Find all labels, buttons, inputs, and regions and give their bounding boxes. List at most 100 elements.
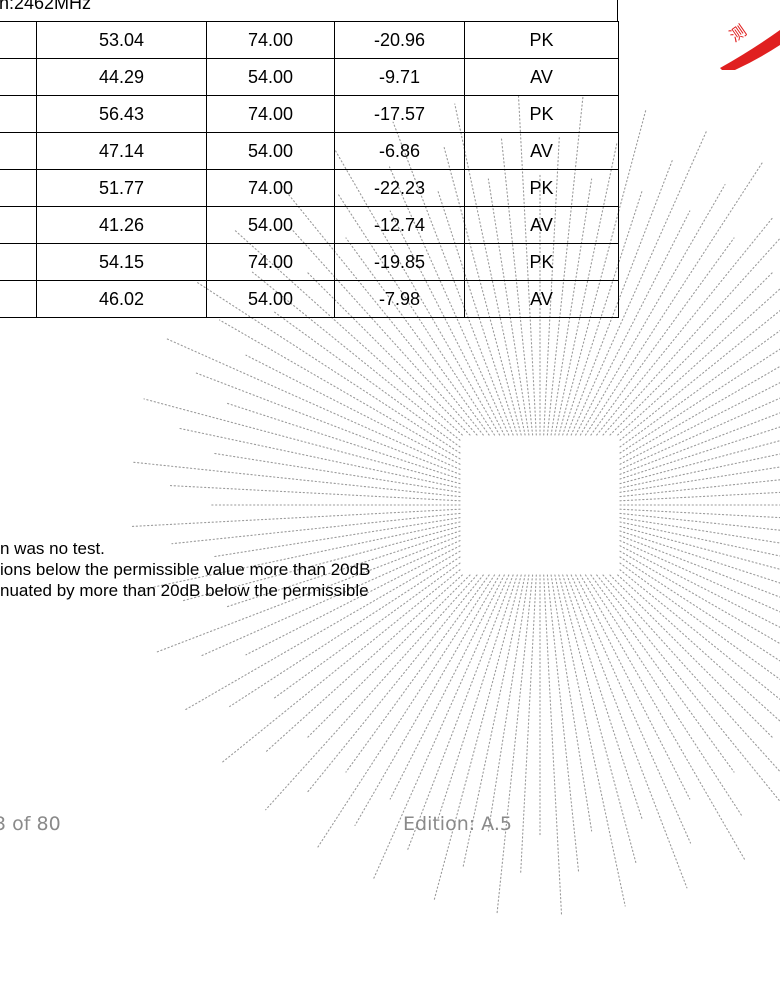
note-attenuated: nuated by more than 20dB below the permi… <box>0 581 369 600</box>
watermark-ray <box>619 491 780 502</box>
svg-text:测: 测 <box>726 21 750 46</box>
watermark-ray <box>619 517 780 544</box>
watermark-ray <box>306 574 484 794</box>
watermark-ray <box>245 354 461 465</box>
empty-cell <box>0 206 37 244</box>
level-cell: 54.15 <box>36 243 207 281</box>
watermark-ray <box>143 398 461 485</box>
watermark-ray <box>619 382 780 465</box>
level-cell: 56.43 <box>36 95 207 133</box>
table-row: 56.43 74.00 -17.57 PK <box>0 95 619 133</box>
watermark-ray <box>619 512 780 531</box>
watermark-ray <box>602 237 780 436</box>
watermark-ray <box>164 337 461 470</box>
empty-cell <box>0 169 37 207</box>
watermark-ray <box>602 574 780 773</box>
table-row: 54.15 74.00 -19.85 PK <box>0 243 619 281</box>
watermark-ray <box>619 397 780 470</box>
watermark-ray <box>389 574 505 800</box>
detector-cell: AV <box>464 58 619 96</box>
watermark-ray <box>619 365 780 460</box>
level-cell: 47.14 <box>36 132 207 170</box>
watermark-ray <box>619 479 780 498</box>
table-row: 41.26 54.00 -12.74 AV <box>0 206 619 244</box>
watermark-ray <box>619 309 780 441</box>
watermark-ray <box>619 426 780 480</box>
watermark-ray <box>354 574 501 826</box>
watermark-ray <box>169 485 461 502</box>
watermark-ray <box>543 574 563 915</box>
watermark-ray <box>619 440 780 485</box>
watermark-ray <box>496 574 534 914</box>
level-cell: 53.04 <box>36 21 207 59</box>
watermark-ray <box>619 508 780 519</box>
watermark-ray <box>619 556 780 662</box>
table-row: 47.14 54.00 -6.86 AV <box>0 132 619 170</box>
watermark-ray <box>619 530 780 584</box>
watermark-ray <box>130 508 461 528</box>
watermark-ray <box>437 574 518 820</box>
margin-cell: -17.57 <box>334 95 465 133</box>
detector-cell: PK <box>464 95 619 133</box>
watermark-ray <box>406 574 514 851</box>
watermark-ray <box>619 545 780 628</box>
watermark-ray <box>219 319 461 460</box>
margin-cell: -9.71 <box>334 58 465 96</box>
watermark-ray <box>171 512 461 545</box>
level-cell: 51.77 <box>36 169 207 207</box>
watermark-ray <box>575 574 691 800</box>
table-row: 44.29 54.00 -9.71 AV <box>0 58 619 96</box>
watermark-ray <box>562 574 643 820</box>
watermark-ray <box>554 574 626 907</box>
watermark-ray <box>177 427 461 489</box>
watermark-ray <box>609 271 774 436</box>
empty-cell <box>0 21 37 59</box>
level-cell: 44.29 <box>36 58 207 96</box>
frequency-label: n:2462MHz <box>0 0 92 13</box>
note-no-test: n was no test. <box>0 539 105 558</box>
empty-cell <box>0 132 37 170</box>
watermark-ray <box>194 371 461 475</box>
detector-cell: AV <box>464 206 619 244</box>
watermark-ray <box>225 402 461 480</box>
limit-cell: 74.00 <box>206 21 335 59</box>
detector-cell: AV <box>464 280 619 318</box>
watermark-ray <box>546 574 580 874</box>
watermark-ray <box>617 288 780 436</box>
edition-label: Edition: A.5 <box>403 813 512 835</box>
watermark-ray <box>584 574 743 816</box>
table-row: 51.77 74.00 -22.23 PK <box>0 169 619 207</box>
detector-cell: PK <box>464 243 619 281</box>
watermark-ray <box>590 574 735 773</box>
watermark-ray <box>596 216 774 436</box>
watermark-ray <box>617 574 780 722</box>
margin-cell: -7.98 <box>334 280 465 318</box>
watermark-ray <box>579 574 746 861</box>
margin-cell: -20.96 <box>334 21 465 59</box>
watermark-ray <box>131 461 461 498</box>
level-cell: 46.02 <box>36 280 207 318</box>
watermark-ray <box>213 452 461 493</box>
watermark-ray <box>520 574 537 876</box>
watermark-ray <box>570 574 692 844</box>
table-row: 46.02 54.00 -7.98 AV <box>0 280 619 318</box>
margin-cell: -22.23 <box>334 169 465 207</box>
watermark-ray <box>487 574 530 832</box>
watermark-ray <box>619 348 780 454</box>
watermark-ray <box>619 525 780 570</box>
margin-cell: -6.86 <box>334 132 465 170</box>
watermark-ray <box>213 517 461 558</box>
emission-results-table: 53.04 74.00 -20.96 PK 44.29 54.00 -9.71 AV 56.43… <box>0 21 619 318</box>
watermark-ray <box>619 535 780 598</box>
limit-cell: 74.00 <box>206 243 335 281</box>
table-header-row: n:2462MHz <box>0 0 618 22</box>
watermark-ray <box>566 574 688 889</box>
watermark-ray <box>272 310 461 448</box>
watermark-ray <box>345 574 490 773</box>
empty-cell <box>0 280 37 318</box>
watermark-ray <box>316 574 496 850</box>
detector-cell: AV <box>464 132 619 170</box>
margin-cell: -19.85 <box>334 243 465 281</box>
watermark-ray <box>609 574 774 739</box>
empty-cell <box>0 243 37 281</box>
